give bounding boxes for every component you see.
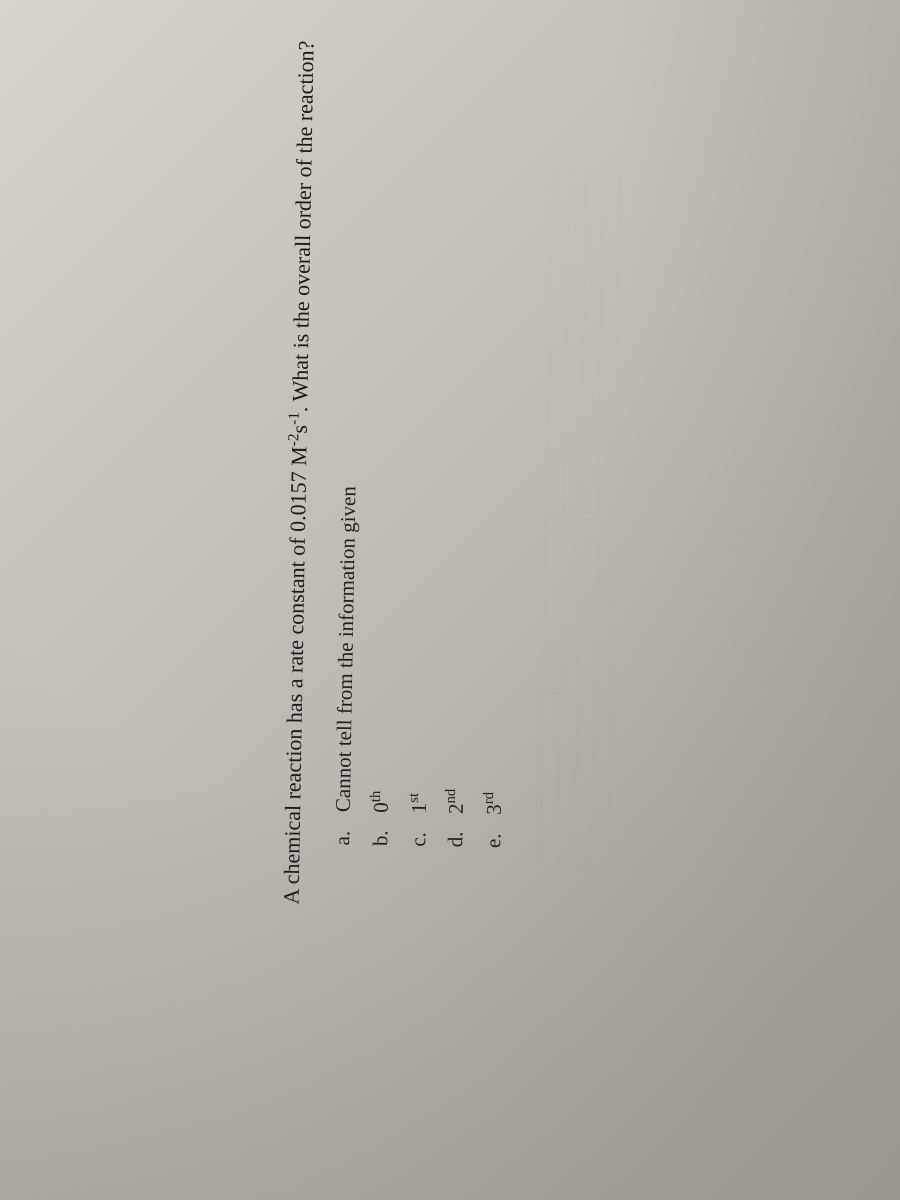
page-content: A chemical reaction has a rate constant … [233,0,666,961]
option-ordinal: th [368,791,384,803]
faded-background-table [540,0,626,870]
question-part2: . What is the overall order of the react… [287,40,318,412]
exponent-m: -2 [285,433,302,446]
option-ordinal: st [405,793,421,803]
option-text: Cannot tell from the information given [331,486,361,812]
option-letter: d. [439,819,473,848]
exponent-s: -1 [286,412,303,425]
option-letter: a. [327,817,361,846]
unit-s: s [287,425,312,434]
option-letter: c. [402,818,436,847]
question-part1: A chemical reaction has a rate constant … [278,446,311,905]
option-text-prefix: 0 [369,802,393,813]
question-text: A chemical reaction has a rate constant … [274,0,325,905]
option-letter: e. [477,820,511,849]
option-ordinal: rd [481,792,497,805]
option-letter: b. [364,818,398,847]
option-text-prefix: 3 [481,804,505,815]
options-list: a. Cannot tell from the information give… [325,0,526,908]
option-ordinal: nd [443,789,459,804]
option-text-prefix: 2 [444,803,468,814]
option-text-prefix: 1 [406,803,430,814]
